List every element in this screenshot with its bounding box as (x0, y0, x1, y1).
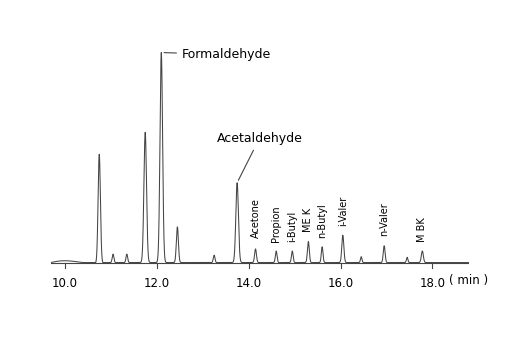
Text: ( min ): ( min ) (447, 274, 487, 287)
Text: i-Valer: i-Valer (337, 196, 347, 226)
Text: Propion: Propion (271, 205, 280, 241)
Text: ME K: ME K (303, 208, 313, 232)
Text: Acetaldehyde: Acetaldehyde (216, 132, 302, 180)
Text: n-Valer: n-Valer (378, 202, 388, 236)
Text: Acetone: Acetone (250, 199, 260, 238)
Text: Formaldehyde: Formaldehyde (164, 48, 271, 61)
Text: M BK: M BK (416, 217, 427, 241)
Text: n-Butyl: n-Butyl (317, 203, 326, 238)
Text: i-Butyl: i-Butyl (287, 210, 297, 241)
